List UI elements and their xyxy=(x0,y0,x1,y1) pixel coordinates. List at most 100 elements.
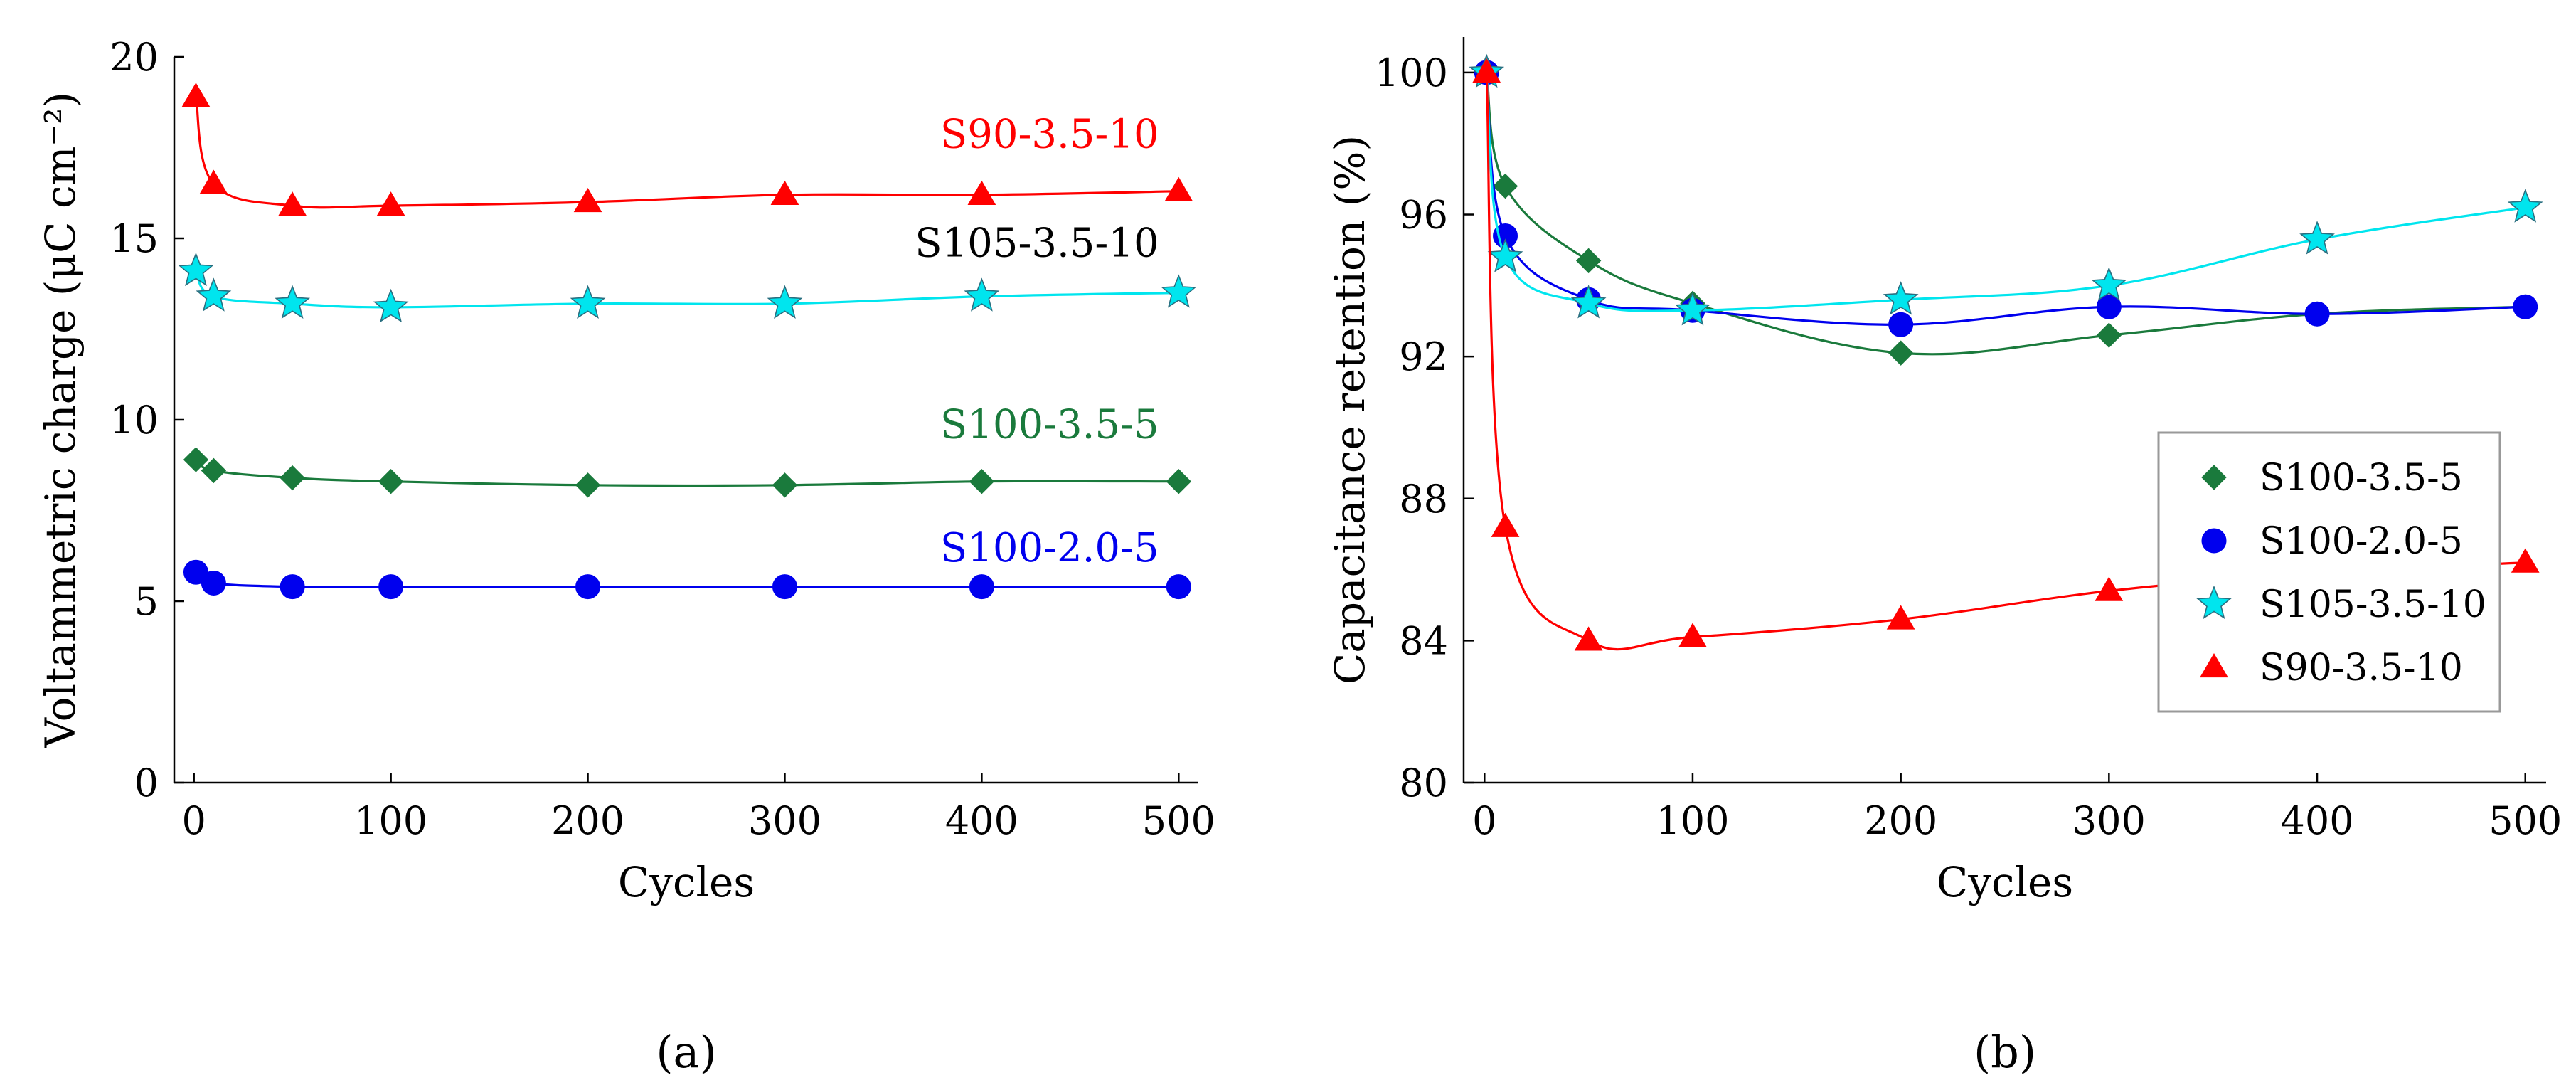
legend-marker xyxy=(2201,528,2227,554)
x-tick-label: 0 xyxy=(1472,798,1496,843)
data-point xyxy=(1487,238,1523,272)
data-point xyxy=(378,574,404,600)
x-tick-label: 100 xyxy=(1656,798,1729,843)
y-tick-label: 100 xyxy=(1375,51,1448,95)
y-tick-label: 88 xyxy=(1399,477,1448,522)
series-S100-3.5-5 xyxy=(1474,60,2538,366)
data-point xyxy=(373,288,409,323)
data-point xyxy=(2091,267,2127,301)
x-axis-title: Cycles xyxy=(618,858,755,906)
series-annotation: S105-3.5-10 xyxy=(915,221,1159,267)
y-tick-label: 96 xyxy=(1399,193,1448,238)
data-point xyxy=(770,180,799,205)
data-point xyxy=(575,574,601,600)
data-point xyxy=(275,285,311,319)
legend-label: S105-3.5-10 xyxy=(2260,583,2486,626)
data-point xyxy=(570,285,606,319)
data-point xyxy=(1492,173,1518,199)
legend-label: S100-2.0-5 xyxy=(2260,520,2463,563)
data-point xyxy=(1888,312,1914,337)
data-point xyxy=(183,447,209,472)
data-point xyxy=(1675,292,1710,326)
legend-marker xyxy=(2201,465,2227,490)
data-point xyxy=(2513,294,2538,319)
data-point xyxy=(2299,221,2335,255)
y-tick-label: 92 xyxy=(1399,334,1448,379)
y-tick-label: 84 xyxy=(1399,618,1448,663)
y-tick-label: 10 xyxy=(110,398,159,443)
series-annotation: S90-3.5-10 xyxy=(940,112,1159,158)
data-point xyxy=(181,83,211,107)
series-line xyxy=(1485,72,2526,312)
data-point xyxy=(280,465,305,491)
x-axis-title: Cycles xyxy=(1937,858,2073,906)
data-point xyxy=(280,574,305,600)
legend-marker xyxy=(2196,585,2232,620)
x-tick-label: 200 xyxy=(551,798,624,843)
data-point xyxy=(1164,176,1193,201)
chart-b: 0 100 200 300 400 500 80 84 88 92 96 100 Cycles Capac… xyxy=(1326,37,2562,1078)
data-point xyxy=(772,574,797,600)
x-tick-label: 500 xyxy=(2489,798,2562,843)
x-tick-label: 300 xyxy=(748,798,821,843)
data-point xyxy=(967,180,996,205)
legend-label: S100-3.5-5 xyxy=(2260,457,2463,499)
x-tick-label: 0 xyxy=(182,798,206,843)
series-S105-3.5-10 xyxy=(178,252,1197,323)
series-S105-3.5-10 xyxy=(1469,53,2543,326)
x-tick-label: 400 xyxy=(2280,798,2353,843)
data-point xyxy=(2304,301,2330,327)
data-point xyxy=(2095,576,2124,601)
data-point xyxy=(1166,468,1192,494)
data-point xyxy=(969,574,994,600)
data-point xyxy=(1883,281,1919,315)
data-point xyxy=(2096,294,2122,319)
y-tick-label: 20 xyxy=(110,35,159,80)
y-axis-title: Voltammetric charge (μC cm⁻²) xyxy=(36,92,85,748)
data-point xyxy=(378,468,404,494)
panel-label: (a) xyxy=(656,1026,716,1078)
legend: S100-3.5-5 S100-2.0-5 S105-3.5-10 S90-3.5-1… xyxy=(2157,431,2501,713)
data-point xyxy=(1886,605,1915,630)
data-point xyxy=(178,252,214,287)
legend-label: S90-3.5-10 xyxy=(2260,647,2463,689)
x-tick-label: 200 xyxy=(1864,798,1937,843)
data-point xyxy=(1678,623,1707,647)
data-point xyxy=(1574,626,1603,651)
chart-a: 0 100 200 300 400 500 0 5 10 15 20 Cycles Voltammetr… xyxy=(36,35,1215,1078)
data-point xyxy=(1472,58,1501,83)
x-tick-label: 400 xyxy=(945,798,1018,843)
y-tick-label: 0 xyxy=(134,761,159,805)
data-point xyxy=(1166,574,1191,600)
series-line xyxy=(195,571,1179,588)
data-point xyxy=(1575,248,1602,274)
data-point xyxy=(1161,274,1197,308)
data-point xyxy=(201,457,227,484)
y-axis-title: Capacitance retention (%) xyxy=(1326,135,1374,684)
data-point xyxy=(1570,285,1607,319)
series-line xyxy=(195,270,1179,309)
series-S90-3.5-10 xyxy=(181,83,1193,216)
data-point xyxy=(199,169,228,194)
series-annotation: S100-3.5-5 xyxy=(940,402,1159,448)
data-point xyxy=(772,472,798,498)
series-line xyxy=(195,458,1179,487)
data-point xyxy=(1888,340,1914,366)
data-point xyxy=(376,191,405,216)
series-S100-2.0-5 xyxy=(183,559,1191,600)
y-tick-label: 5 xyxy=(134,579,159,624)
data-point xyxy=(2096,322,2122,348)
y-tick-label: 80 xyxy=(1399,761,1448,805)
data-point xyxy=(964,277,1000,312)
data-point xyxy=(196,277,232,312)
x-tick-label: 100 xyxy=(354,798,427,843)
legend-marker xyxy=(2200,653,2228,678)
y-tick-label: 15 xyxy=(110,216,159,261)
data-point xyxy=(278,191,307,216)
data-point xyxy=(573,188,602,213)
data-point xyxy=(575,472,601,498)
panel-label: (b) xyxy=(1974,1026,2036,1078)
series-S100-3.5-5 xyxy=(183,447,1192,498)
data-point xyxy=(767,285,803,319)
